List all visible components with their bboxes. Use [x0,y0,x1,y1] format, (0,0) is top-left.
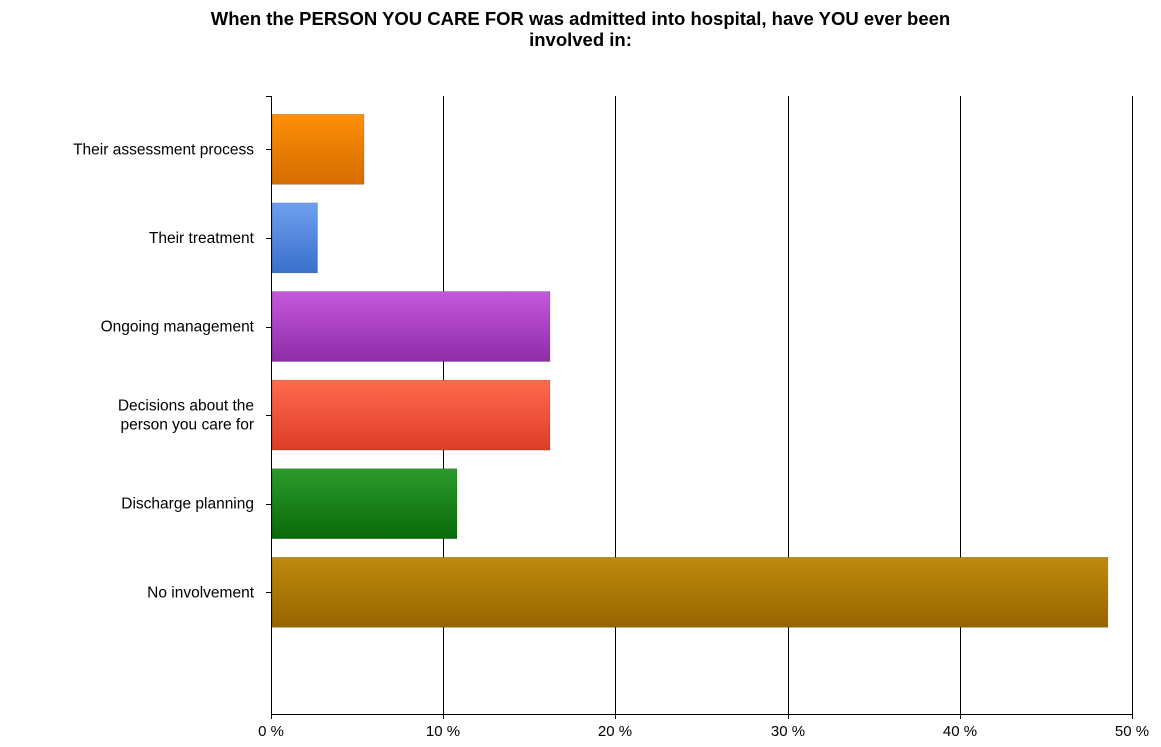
x-tick-label-5: 50 % [1115,723,1149,740]
category-label-4: Discharge planning [121,496,254,513]
category-label-1: Their treatment [149,230,255,247]
label-layer: 0 % 10 % 20 % 30 % 40 % 50 % Their assessment … [73,141,1149,740]
x-tick-label-3: 30 % [771,723,805,740]
x-tick-label-4: 40 % [943,723,977,740]
bar-layer [271,114,1109,628]
chart-title: When the PERSON YOU CARE FOR was admitte… [0,8,1161,50]
category-label-3-line-1: Decisions about the [118,398,254,415]
chart-title-line-1: When the PERSON YOU CARE FOR was admitte… [210,8,951,29]
category-label-0: Their assessment process [73,141,254,158]
category-label-2: Ongoing management [101,319,255,336]
axis-layer [266,96,1133,719]
bar-4 [271,468,458,540]
category-label-5: No involvement [147,584,255,601]
bar-0 [271,114,365,185]
category-label-3-line-2: person you care for [120,417,254,434]
x-tick-label-0: 0 % [258,723,284,740]
chart-title-line-2: involved in: [529,29,632,50]
bar-1 [271,202,318,274]
bar-2 [271,291,551,362]
bar-3 [271,379,551,451]
x-tick-label-1: 10 % [426,723,460,740]
x-tick-label-2: 20 % [598,723,632,740]
bar-5 [271,556,1109,628]
